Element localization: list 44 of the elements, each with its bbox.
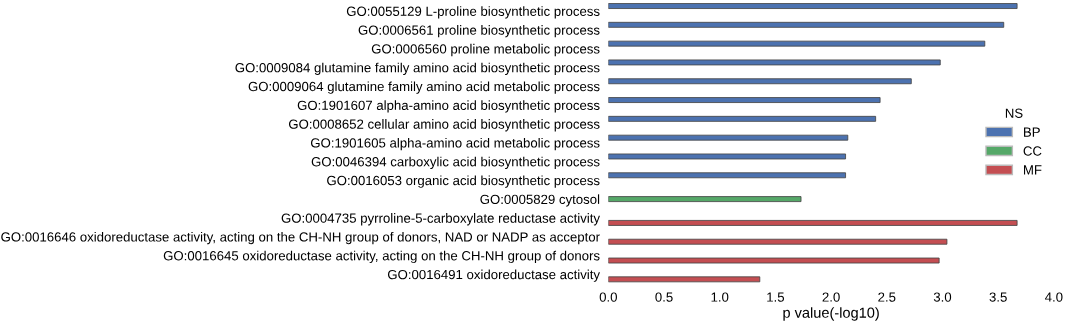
- bar: [608, 115, 877, 122]
- y-tick-label: GO:1901607 alpha-amino acid biosynthetic process: [297, 100, 600, 113]
- bar: [608, 97, 881, 103]
- bar: [608, 153, 846, 160]
- y-tick-label: GO:0008652 cellular amino acid biosynthetic process: [288, 119, 600, 132]
- bar: [608, 276, 761, 283]
- y-tick-label: GO:0005829 cytosol: [480, 194, 600, 207]
- bar: [608, 59, 941, 66]
- y-tick-label: GO:0016053 organic acid biosynthetic process: [327, 175, 600, 188]
- y-tick-label: GO:1901605 alpha-amino acid metabolic process: [310, 137, 600, 151]
- x-tick-label: 2.0: [822, 292, 840, 302]
- y-tick-label: GO:0016646 oxidoreductase activity, acting on the CH-NH group of donors, NAD or NADP as acceptor: [1, 231, 600, 245]
- bar: [608, 238, 948, 245]
- y-tick-label: GO:0046394 carboxylic acid biosynthetic process: [311, 156, 600, 169]
- bar: [608, 219, 1018, 226]
- x-tick-label: 3.5: [989, 292, 1007, 302]
- legend-label: CC: [1023, 146, 1042, 156]
- bar: [608, 257, 940, 264]
- x-tick-label: 4.0: [1045, 292, 1063, 302]
- x-axis-title: p value(-log10): [783, 307, 879, 321]
- legend-label: BP: [1024, 127, 1040, 137]
- bar: [608, 21, 1005, 28]
- bar: [608, 172, 846, 179]
- y-tick-label: GO:0055129 L-proline biosynthetic process: [346, 6, 600, 19]
- x-tick-label: 0.5: [655, 292, 673, 302]
- x-tick-label: 0.0: [599, 292, 617, 302]
- y-tick-label: GO:0009084 glutamine family amino acid biosynthetic process: [235, 62, 600, 75]
- bar: [608, 134, 849, 141]
- bar: [608, 40, 986, 47]
- x-tick-label: 1.5: [767, 292, 785, 302]
- legend-label: MF: [1024, 165, 1042, 175]
- y-tick-label: GO:0009064 glutamine family amino acid metabolic process: [248, 81, 600, 94]
- x-tick-label: 1.0: [711, 292, 729, 302]
- x-tick-label: 3.0: [933, 292, 952, 302]
- y-tick-label: GO:0016491 oxidoreductase activity: [387, 269, 600, 282]
- x-tick-label: 2.5: [878, 292, 896, 302]
- bar: [608, 3, 1018, 9]
- bar: [608, 78, 912, 85]
- bar: [608, 196, 802, 203]
- legend-title: NS: [1005, 108, 1023, 118]
- y-tick-label: GO:0004735 pyrroline-5-carboxylate reductase activity: [281, 213, 600, 226]
- y-tick-label: GO:0016645 oxidoreductase activity, acting on the CH-NH group of donors: [163, 250, 600, 264]
- y-tick-label: GO:0006560 proline metabolic process: [371, 43, 600, 57]
- y-tick-label: GO:0006561 proline biosynthetic process: [358, 25, 600, 38]
